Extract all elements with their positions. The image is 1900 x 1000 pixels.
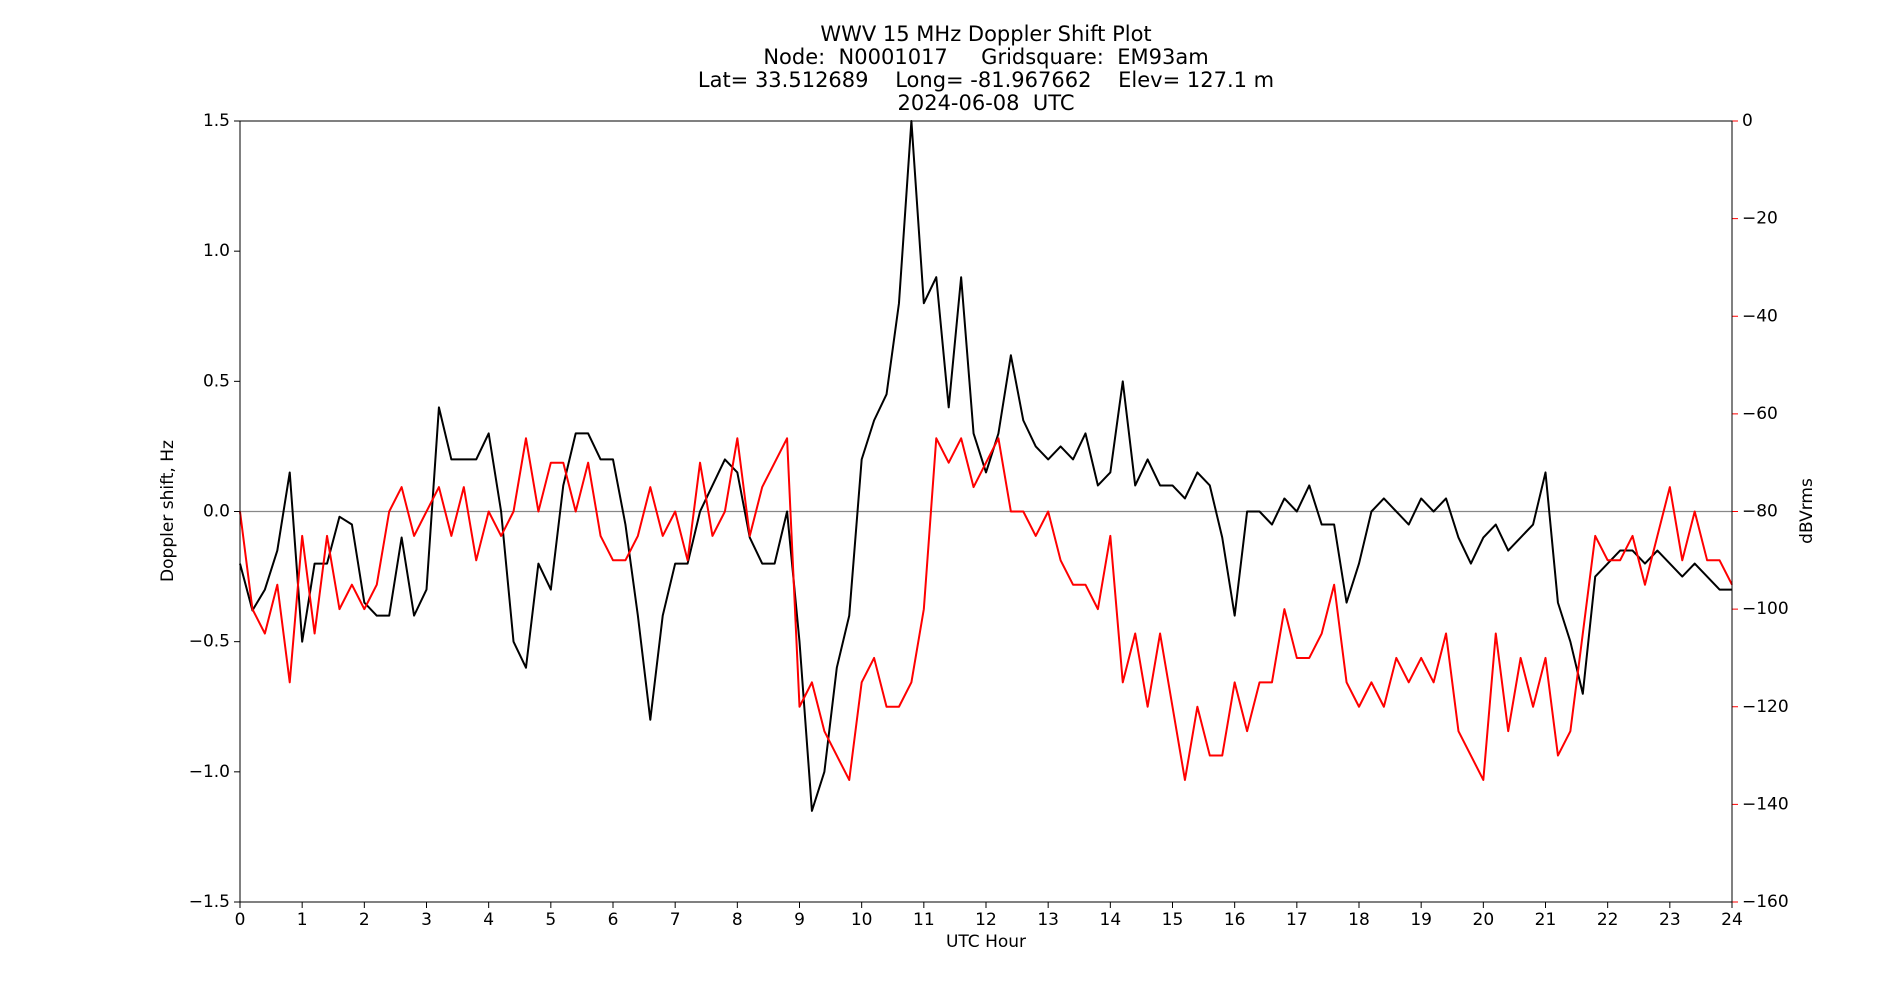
x-tick-label: 24 <box>1721 910 1743 930</box>
x-tick-label: 15 <box>1162 910 1184 930</box>
y-tick-label: 1.5 <box>203 111 230 131</box>
series-line <box>239 120 1732 812</box>
y2-axis-label: dBVrms <box>1797 478 1817 544</box>
y-axis-label: Doppler shift, Hz <box>158 440 178 582</box>
y2-tick-label: −140 <box>1742 794 1789 814</box>
chart-subtitle: 2024-06-08 UTC <box>897 91 1074 115</box>
x-tick-label: 14 <box>1100 910 1122 930</box>
chart-subtitle: Lat= 33.512689 Long= -81.967662 Elev= 12… <box>698 68 1274 92</box>
x-tick-label: 2 <box>359 910 370 930</box>
x-tick-label: 0 <box>235 910 246 930</box>
x-tick-label: 9 <box>794 910 805 930</box>
y-tick-label: 0.0 <box>203 502 230 522</box>
x-tick-label: 4 <box>483 910 494 930</box>
x-tick-label: 22 <box>1597 910 1619 930</box>
x-tick-label: 21 <box>1535 910 1557 930</box>
x-tick-label: 7 <box>670 910 681 930</box>
x-tick-label: 19 <box>1410 910 1432 930</box>
x-tick-label: 8 <box>732 910 743 930</box>
x-tick-label: 13 <box>1037 910 1059 930</box>
y-tick-label: 0.5 <box>203 371 230 391</box>
chart-subtitle: Node: N0001017 Gridsquare: EM93am <box>763 45 1208 69</box>
y2-tick-label: −120 <box>1742 697 1789 717</box>
y2-tick-label: −80 <box>1742 502 1778 522</box>
y-tick-label: −0.5 <box>189 632 230 652</box>
y-tick-label: −1.5 <box>189 892 230 912</box>
x-tick-label: 18 <box>1348 910 1370 930</box>
series-line <box>239 437 1733 781</box>
chart-title: WWV 15 MHz Doppler Shift Plot <box>820 22 1151 46</box>
y2-tick-label: −100 <box>1742 599 1789 619</box>
x-tick-label: 23 <box>1659 910 1681 930</box>
y2-tick-label: −20 <box>1742 209 1778 229</box>
x-tick-label: 1 <box>297 910 308 930</box>
y2-tick-label: −40 <box>1742 306 1778 326</box>
y2-tick-label: 0 <box>1742 111 1753 131</box>
x-axis-label: UTC Hour <box>946 932 1026 952</box>
y-tick-label: −1.0 <box>189 762 230 782</box>
x-tick-label: 20 <box>1473 910 1495 930</box>
x-tick-label: 17 <box>1286 910 1308 930</box>
y2-tick-label: −160 <box>1742 892 1789 912</box>
y-tick-label: 1.0 <box>203 241 230 261</box>
y2-tick-label: −60 <box>1742 404 1778 424</box>
x-tick-label: 12 <box>975 910 997 930</box>
x-tick-label: 3 <box>421 910 432 930</box>
x-tick-label: 5 <box>545 910 556 930</box>
x-tick-label: 16 <box>1224 910 1246 930</box>
plot-frame <box>239 120 1733 903</box>
x-tick-label: 10 <box>851 910 873 930</box>
x-tick-label: 11 <box>913 910 935 930</box>
x-tick-label: 6 <box>608 910 619 930</box>
